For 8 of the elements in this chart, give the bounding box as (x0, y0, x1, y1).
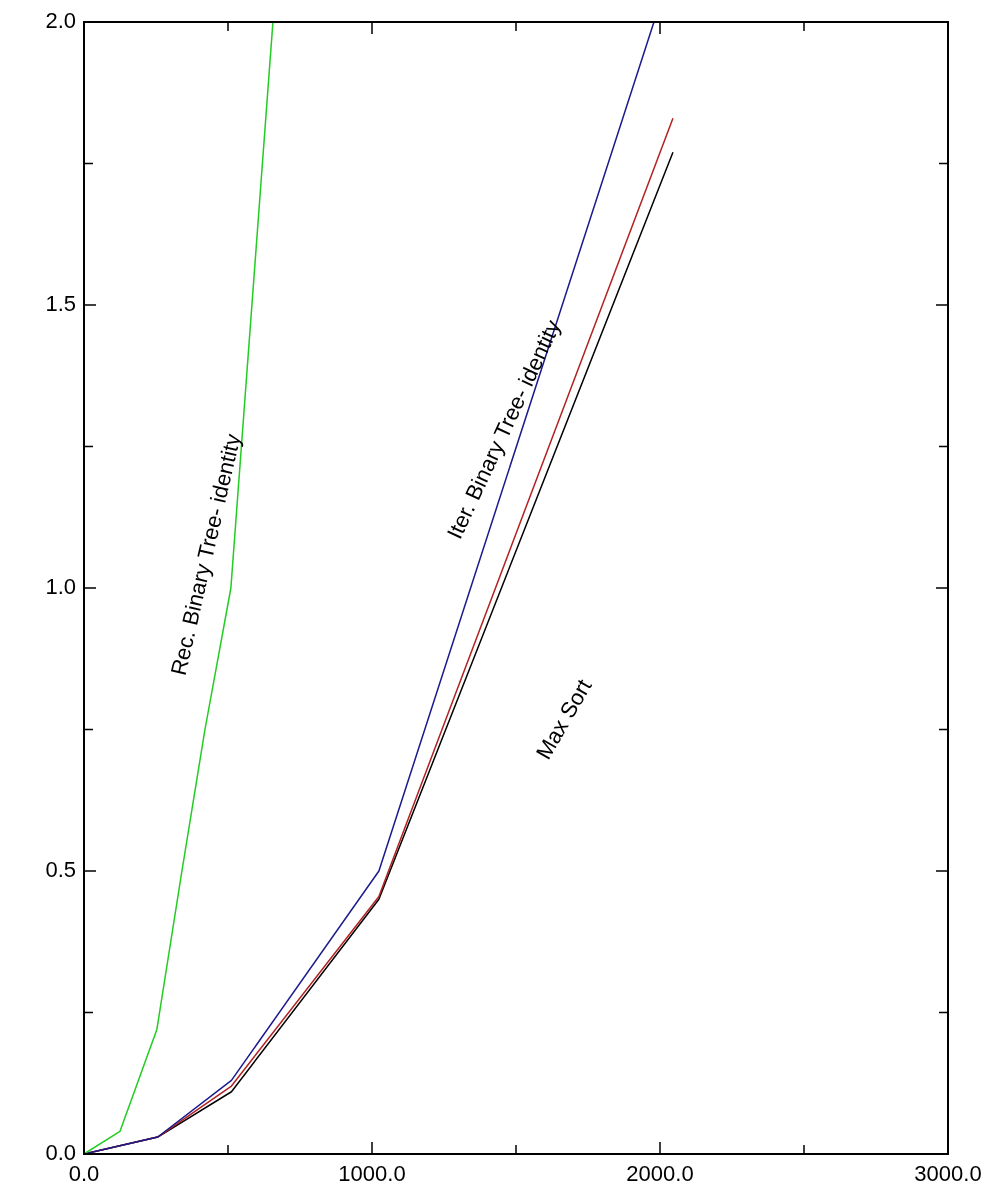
y-tick-label: 1.0 (45, 574, 76, 600)
x-tick-label: 2000.0 (626, 1161, 694, 1187)
x-tick-label: 3000.0 (914, 1161, 982, 1187)
y-tick-label: 0.5 (45, 857, 76, 883)
x-tick-label: 1000.0 (338, 1161, 406, 1187)
y-tick-label: 2.0 (45, 8, 76, 34)
y-tick-label: 1.5 (45, 291, 76, 317)
annotation: Rec. Binary Tree- identity (165, 431, 246, 678)
